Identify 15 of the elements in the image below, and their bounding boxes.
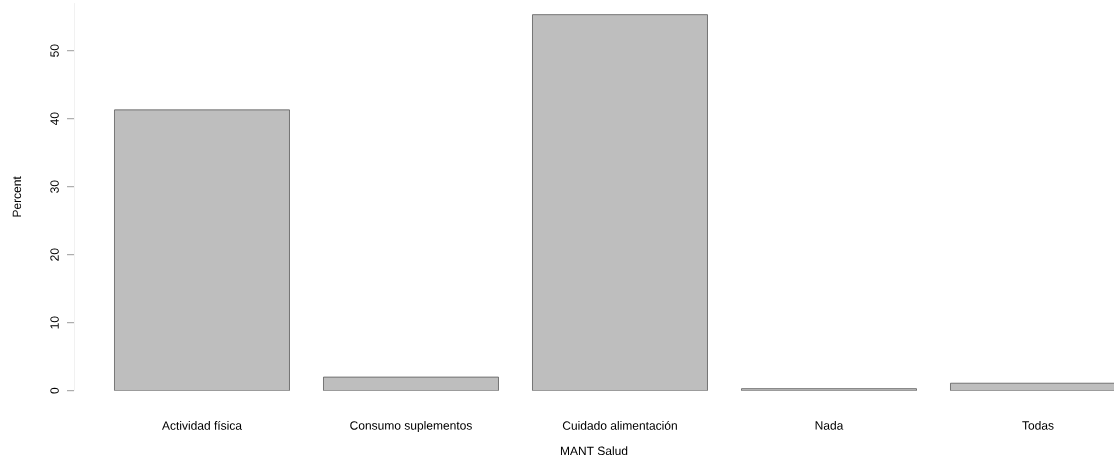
y-tick-label: 40 <box>50 112 59 126</box>
y-axis-title: Percent <box>12 176 22 217</box>
x-tick-label: Cuidado alimentación <box>562 420 677 430</box>
y-tick-label: 10 <box>50 316 59 329</box>
y-tick-label: 20 <box>50 248 59 261</box>
x-axis-title: MANT Salud <box>560 446 628 456</box>
y-tick-label: 30 <box>50 180 59 193</box>
x-tick-label: Todas <box>1022 420 1054 430</box>
y-tick-label: 0 <box>50 387 59 394</box>
x-tick-label: Nada <box>815 420 844 430</box>
x-tick-label: Actividad física <box>162 420 242 430</box>
x-tick-label: Consumo suplementos <box>350 420 472 433</box>
bar <box>532 14 708 391</box>
y-tick-label: 50 <box>50 44 59 57</box>
bar <box>114 109 290 391</box>
